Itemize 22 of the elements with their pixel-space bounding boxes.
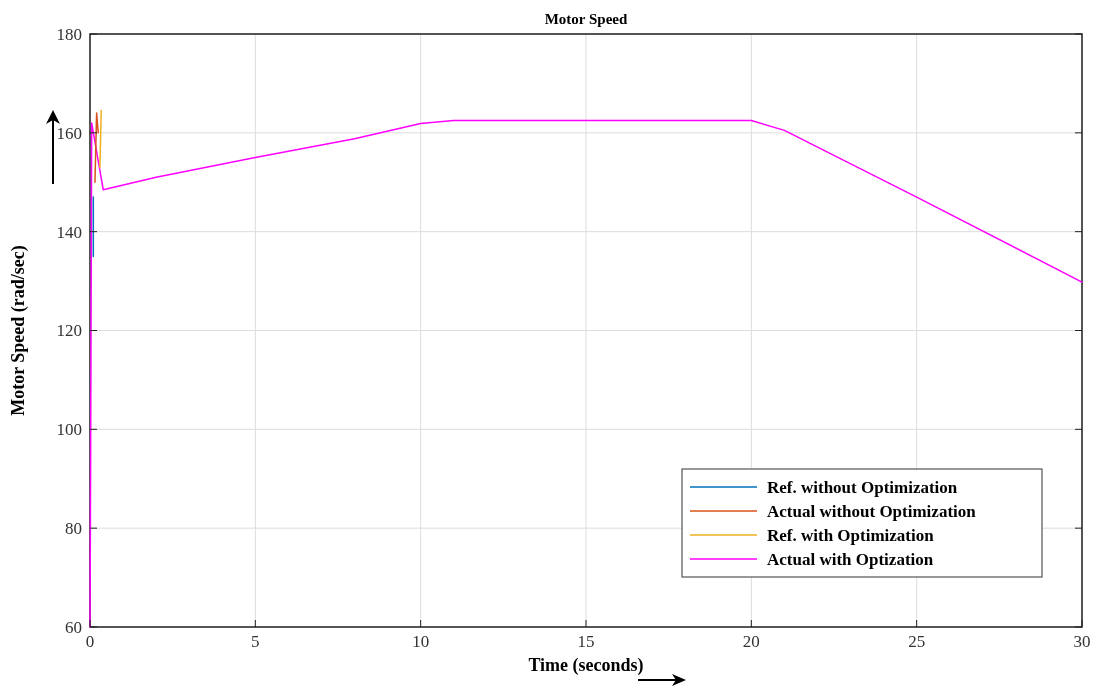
y-tick-label: 140 [56,222,82,242]
x-tick-label: 30 [1073,632,1091,651]
line-series [89,119,1083,628]
legend-label: Actual without Optimization [767,501,977,521]
chart-title: Motor Speed [544,11,628,27]
y-tick-label: 180 [56,24,82,44]
y-tick-label: 80 [65,519,82,539]
x-tick-label: 25 [908,632,926,651]
x-axis-title: Time (seconds) [528,655,644,676]
legend-label: Ref. with Optimization [767,525,935,545]
y-axis-title: Motor Speed (rad/sec) [8,245,29,416]
x-tick-label: 20 [742,632,760,651]
y-tick-label: 120 [56,321,82,341]
y-tick-label: 160 [56,123,82,143]
x-tick-label: 5 [251,632,260,651]
y-tick-label: 60 [65,617,82,637]
y-tick-label: 100 [56,420,82,440]
x-tick-label: 0 [85,632,95,651]
legend-label: Actual with Optization [767,549,934,569]
x-tick-label: 10 [412,632,430,651]
x-tick-label: 15 [577,632,595,651]
legend-label: Ref. without Optimization [767,477,958,497]
